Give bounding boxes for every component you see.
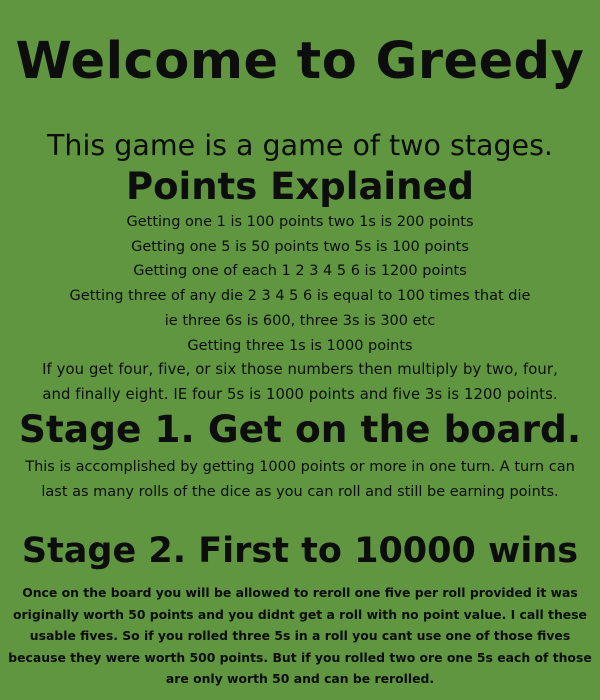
points-line: Getting one 1 is 100 points two 1s is 20… xyxy=(126,214,474,230)
points-heading: Points Explained xyxy=(125,165,475,208)
points-line: If you get four, five, or six those numb… xyxy=(42,361,558,379)
stage2-heading: Stage 2. First to 10000 wins xyxy=(21,531,579,571)
points-line: Getting three 1s is 1000 points xyxy=(187,337,413,354)
stage1-heading: Stage 1. Get on the board. xyxy=(18,407,582,451)
points-line: Getting three of any die 2 3 4 5 6 is eq… xyxy=(69,288,531,305)
points-line: Getting one 5 is 50 points two 5s is 100… xyxy=(131,238,469,255)
points-list: Getting one 1 is 100 points two 1s is 20… xyxy=(0,210,600,408)
points-line: Getting one of each 1 2 3 4 5 6 is 1200 … xyxy=(133,263,467,280)
intro-text: This game is a game of two stages. xyxy=(46,129,553,162)
stage2-description: Once on the board you will be allowed to… xyxy=(8,585,592,686)
stage1-description: This is accomplished by getting 1000 poi… xyxy=(25,459,575,500)
points-line: ie three 6s is 600, three 3s is 300 etc xyxy=(164,312,436,329)
points-line: and finally eight. IE four 5s is 1000 po… xyxy=(42,385,558,403)
page-title: Welcome to Greedy xyxy=(15,32,585,91)
